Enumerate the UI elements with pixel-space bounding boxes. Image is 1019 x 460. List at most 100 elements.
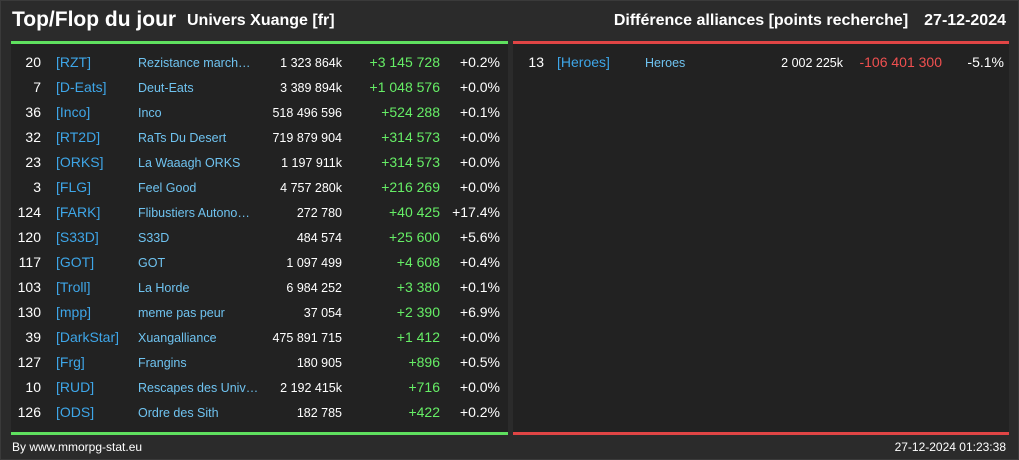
points-diff: +314 573 bbox=[381, 129, 440, 145]
rank-value: 36 bbox=[25, 104, 41, 120]
percent-change: +0.1% bbox=[459, 279, 500, 295]
points-value: 6 984 252 bbox=[286, 281, 342, 295]
top-list: 20 [RZT] Rezistance march… 1 323 864k +3 145… bbox=[11, 41, 508, 435]
percent-change: -5.1% bbox=[967, 54, 1004, 70]
page-title: Top/Flop du jour bbox=[12, 8, 177, 31]
alliance-name-link[interactable]: La Waaagh ORKS bbox=[138, 156, 241, 170]
points-diff: +4 608 bbox=[396, 254, 440, 270]
category-label: Différence alliances [points recherche] bbox=[613, 12, 909, 29]
points-value: 37 054 bbox=[303, 306, 342, 320]
points-value: 180 905 bbox=[296, 356, 342, 370]
alliance-row: 20 [RZT] Rezistance march… 1 323 864k +3 145… bbox=[11, 50, 508, 75]
rank-value: 124 bbox=[17, 204, 41, 220]
alliance-tag-link[interactable]: [RUD] bbox=[56, 379, 95, 395]
points-diff: +216 269 bbox=[381, 179, 440, 195]
top-rows: 20 [RZT] Rezistance march… 1 323 864k +3 145… bbox=[11, 50, 508, 425]
rank-value: 117 bbox=[18, 254, 41, 270]
alliance-name-link[interactable]: meme pas peur bbox=[138, 306, 225, 320]
alliance-tag-link[interactable]: [Troll] bbox=[56, 279, 91, 295]
alliance-name-link[interactable]: Deut-Eats bbox=[138, 81, 194, 95]
points-value: 272 780 bbox=[296, 206, 342, 220]
rank-value: 10 bbox=[25, 379, 41, 395]
points-diff: +3 380 bbox=[396, 279, 440, 295]
points-value: 518 496 596 bbox=[272, 106, 342, 120]
rank-value: 130 bbox=[17, 304, 41, 320]
points-value: 3 389 894k bbox=[280, 81, 342, 95]
alliance-tag-link[interactable]: [RZT] bbox=[56, 54, 91, 70]
percent-change: +17.4% bbox=[452, 204, 500, 220]
points-diff: +422 bbox=[408, 404, 440, 420]
source-credit: By www.mmorpg-stat.eu bbox=[12, 440, 143, 454]
alliance-tag-link[interactable]: [DarkStar] bbox=[56, 329, 120, 345]
points-value: 1 323 864k bbox=[280, 56, 342, 70]
points-diff: +314 573 bbox=[381, 154, 440, 170]
points-value: 1 097 499 bbox=[286, 256, 342, 270]
points-diff: +40 425 bbox=[389, 204, 440, 220]
percent-change: +0.0% bbox=[459, 154, 500, 170]
percent-change: +0.0% bbox=[459, 179, 500, 195]
alliance-tag-link[interactable]: [ODS] bbox=[56, 404, 95, 420]
alliance-row: 39 [DarkStar] Xuangalliance 475 891 715 +1 4… bbox=[11, 325, 508, 350]
alliance-name-link[interactable]: Frangins bbox=[138, 356, 187, 370]
points-diff: +716 bbox=[408, 379, 440, 395]
points-diff: +25 600 bbox=[389, 229, 440, 245]
points-diff: -106 401 300 bbox=[859, 54, 942, 70]
percent-change: +6.9% bbox=[459, 304, 500, 320]
percent-change: +0.0% bbox=[459, 329, 500, 345]
alliance-row: 120 [S33D] S33D 484 574 +25 600 +5.6% bbox=[11, 225, 508, 250]
header-date: 27-12-2024 bbox=[924, 12, 1006, 29]
alliance-name-link[interactable]: La Horde bbox=[138, 281, 190, 295]
alliance-tag-link[interactable]: [D-Eats] bbox=[56, 79, 107, 95]
alliance-tag-link[interactable]: [FLG] bbox=[56, 179, 92, 195]
alliance-name-link[interactable]: Feel Good bbox=[138, 181, 197, 195]
alliance-tag-link[interactable]: [Inco] bbox=[56, 104, 91, 120]
alliance-tag-link[interactable]: [FARK] bbox=[56, 204, 101, 220]
alliance-row: 126 [ODS] Ordre des Sith 182 785 +422 +0.2% bbox=[11, 400, 508, 425]
alliance-name-link[interactable]: S33D bbox=[138, 231, 170, 245]
points-value: 475 891 715 bbox=[272, 331, 342, 345]
rank-value: 13 bbox=[528, 54, 544, 70]
alliance-row: 7 [D-Eats] Deut-Eats 3 389 894k +1 048 576 +0… bbox=[11, 75, 508, 100]
points-diff: +2 390 bbox=[396, 304, 440, 320]
generated-timestamp: 27-12-2024 01:23:38 bbox=[894, 440, 1006, 454]
points-value: 182 785 bbox=[296, 406, 342, 420]
points-diff: +3 145 728 bbox=[369, 54, 440, 70]
points-diff: +896 bbox=[408, 354, 440, 370]
flop-rows: 13 [Heroes] Heroes 2 002 225k -106 401 300 -5… bbox=[513, 50, 1009, 75]
rank-value: 120 bbox=[17, 229, 41, 245]
alliance-tag-link[interactable]: [S33D] bbox=[56, 229, 99, 245]
rank-value: 126 bbox=[17, 404, 41, 420]
percent-change: +0.2% bbox=[459, 54, 500, 70]
alliance-tag-link[interactable]: [Frg] bbox=[56, 354, 85, 370]
alliance-name-link[interactable]: Flibustiers Autono… bbox=[138, 206, 250, 220]
alliance-name-link[interactable]: RaTs Du Desert bbox=[138, 131, 227, 145]
points-value: 484 574 bbox=[296, 231, 342, 245]
alliance-tag-link[interactable]: [mpp] bbox=[56, 304, 92, 320]
alliance-name-link[interactable]: Inco bbox=[138, 106, 162, 120]
alliance-row: 103 [Troll] La Horde 6 984 252 +3 380 +0.1% bbox=[11, 275, 508, 300]
points-diff: +524 288 bbox=[381, 104, 440, 120]
alliance-row: 13 [Heroes] Heroes 2 002 225k -106 401 300 -5… bbox=[513, 50, 1009, 75]
alliance-name-link[interactable]: GOT bbox=[138, 256, 166, 270]
alliance-row: 3 [FLG] Feel Good 4 757 280k +216 269 +0.0% bbox=[11, 175, 508, 200]
alliance-name-link[interactable]: Xuangalliance bbox=[138, 331, 217, 345]
alliance-name-link[interactable]: Heroes bbox=[645, 56, 686, 70]
alliance-name-link[interactable]: Rescapes des Univ… bbox=[138, 381, 259, 395]
rank-value: 20 bbox=[25, 54, 41, 70]
alliance-name-link[interactable]: Ordre des Sith bbox=[138, 406, 219, 420]
alliance-tag-link[interactable]: [Heroes] bbox=[557, 54, 610, 70]
alliance-row: 32 [RT2D] RaTs Du Desert 719 879 904 +314 57… bbox=[11, 125, 508, 150]
points-diff: +1 048 576 bbox=[369, 79, 440, 95]
alliance-row: 124 [FARK] Flibustiers Autono… 272 780 +40 4… bbox=[11, 200, 508, 225]
alliance-tag-link[interactable]: [ORKS] bbox=[56, 154, 104, 170]
alliance-tag-link[interactable]: [RT2D] bbox=[56, 129, 101, 145]
rank-value: 23 bbox=[25, 154, 41, 170]
alliance-tag-link[interactable]: [GOT] bbox=[56, 254, 95, 270]
percent-change: +0.2% bbox=[459, 404, 500, 420]
alliance-name-link[interactable]: Rezistance march… bbox=[138, 56, 251, 70]
points-value: 2 192 415k bbox=[280, 381, 342, 395]
points-value: 719 879 904 bbox=[272, 131, 342, 145]
alliance-row: 130 [mpp] meme pas peur 37 054 +2 390 +6.9% bbox=[11, 300, 508, 325]
rank-value: 7 bbox=[33, 79, 41, 95]
category-header: Différence alliances [points recherche] 2… bbox=[614, 12, 1006, 30]
